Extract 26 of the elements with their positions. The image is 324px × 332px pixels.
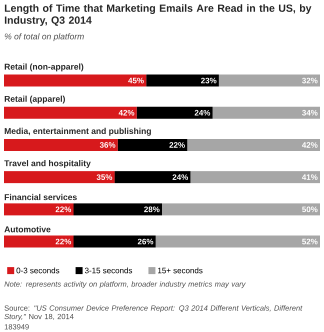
bar: [74, 236, 156, 248]
bar: [4, 74, 146, 87]
bar: [118, 138, 188, 151]
bar: [4, 203, 74, 216]
y-tick-label: Media, entertainment and publishing: [4, 128, 151, 136]
bar: [4, 171, 115, 184]
bar: [212, 106, 320, 119]
bar: [218, 74, 320, 87]
bar: [4, 138, 118, 151]
bar: [4, 236, 74, 248]
y-tick-label: Automotive: [4, 226, 50, 232]
bar: [156, 236, 320, 248]
chart-title: Length of Time that Marketing Emails Are Read in the US, by Industry, Q3 2014: [4, 4, 312, 26]
bar: [162, 203, 320, 216]
y-tick-label: Retail (apparel): [4, 96, 65, 104]
bar: [187, 138, 320, 151]
bar: [146, 74, 219, 87]
y-tick-label: Travel and hospitality: [4, 160, 91, 168]
bar: [190, 171, 320, 184]
y-tick-label: Retail (non-apparel): [4, 63, 84, 72]
bar: [74, 203, 162, 216]
bar: [136, 106, 213, 119]
bar: [114, 171, 190, 184]
y-tick-label: Financial services: [4, 194, 77, 200]
chart-subtitle: % of total on platform: [4, 33, 84, 42]
bar: [4, 106, 137, 119]
